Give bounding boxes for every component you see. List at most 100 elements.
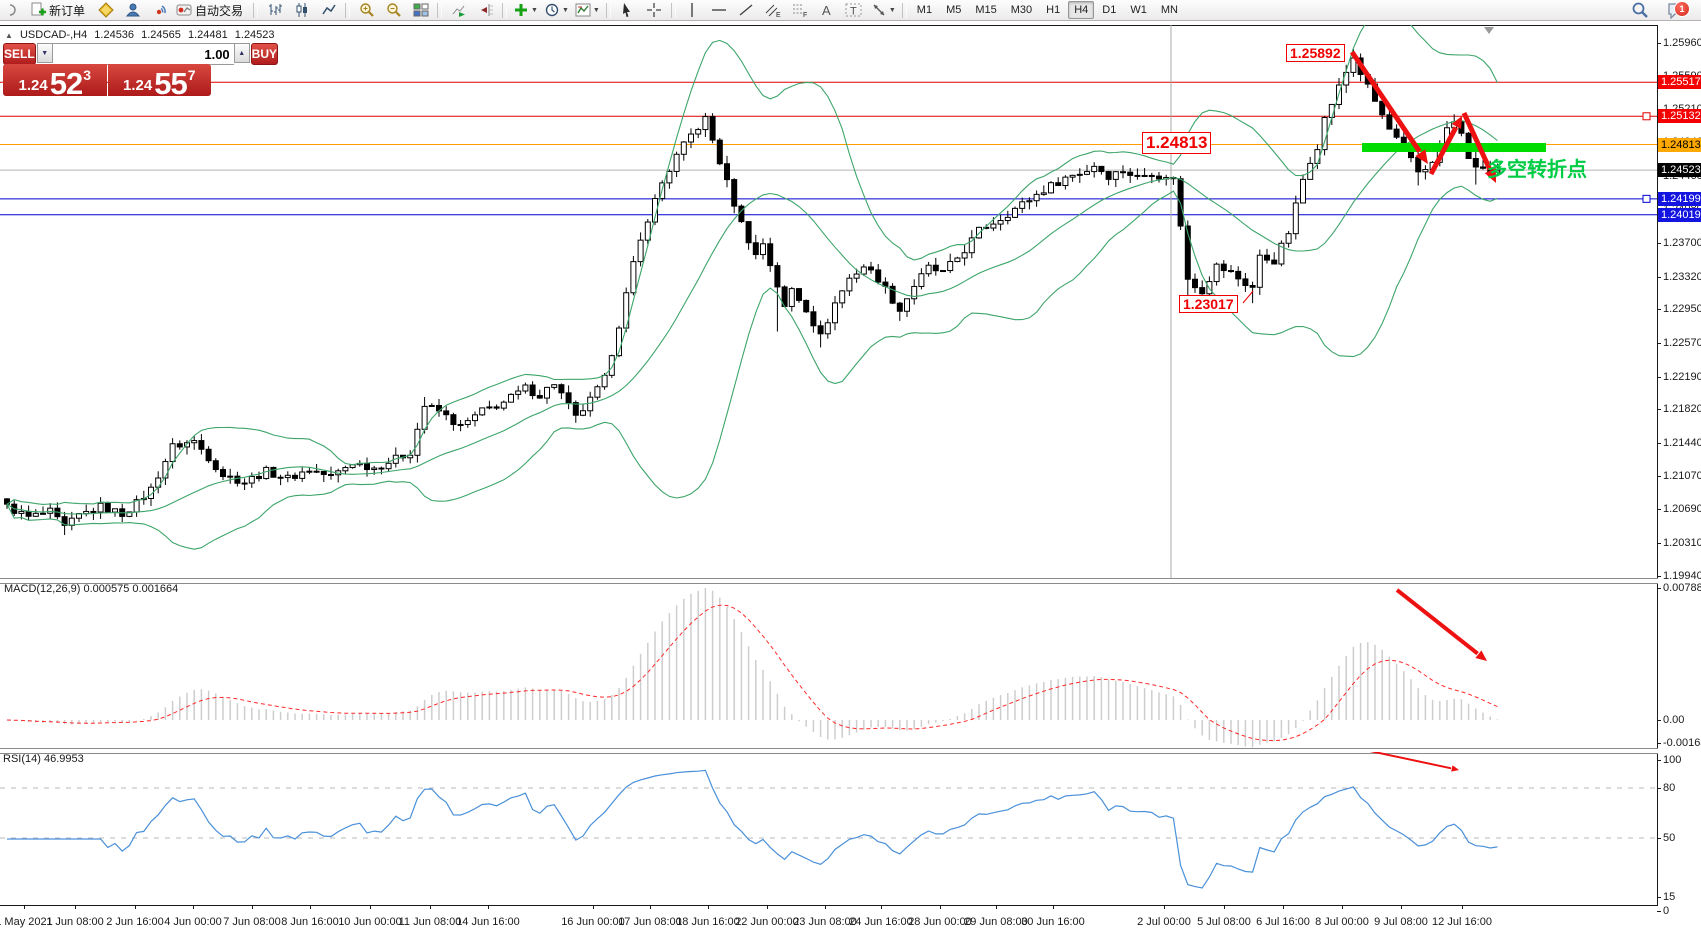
buy-price[interactable]: 1.24 55 7: [107, 64, 211, 99]
zoom-in-button[interactable]: [353, 0, 380, 20]
symbol-name: USDCAD-,H4: [19, 29, 88, 41]
macd-tick-label: -0.001638: [1663, 737, 1701, 749]
crosshair-button[interactable]: [641, 0, 668, 20]
chart-shift-marker: [1484, 27, 1494, 34]
price-tick-label: 1.23320: [1663, 270, 1701, 283]
rsi-tick-label: 0: [1663, 905, 1670, 917]
candlestick-chart-button[interactable]: [288, 0, 315, 20]
volume-input[interactable]: [52, 43, 234, 65]
time-tick-mark: [135, 905, 136, 909]
rsi-pane[interactable]: [0, 752, 1657, 905]
price-chart-pane[interactable]: [0, 25, 1657, 578]
volume-decrease-button[interactable]: ▼: [36, 43, 53, 63]
sell-button[interactable]: SELL: [3, 43, 36, 65]
chinese-annotation[interactable]: 多空转折点: [1487, 159, 1587, 181]
signals-button[interactable]: [146, 0, 173, 20]
svg-text:T: T: [850, 6, 857, 18]
rsi-tick-mark: [1657, 897, 1661, 898]
price-annotation[interactable]: 1.24813: [1142, 132, 1212, 154]
timeframe-h1[interactable]: H1: [1046, 4, 1061, 16]
toolbar-separator: [345, 2, 351, 18]
sell-price-sup: 3: [83, 67, 91, 83]
zoom-out-button[interactable]: [380, 0, 407, 20]
trendline-button[interactable]: [733, 0, 760, 20]
time-axis[interactable]: [0, 905, 1658, 948]
price-annotation[interactable]: 1.23017: [1179, 295, 1238, 313]
toolbar-right-icons: 1: [1626, 0, 1693, 20]
sell-price[interactable]: 1.24 52 3: [3, 64, 107, 99]
ohlc-open: 1.24536: [94, 29, 135, 41]
rsi-label: RSI(14) 46.9953: [3, 753, 84, 765]
chart-shift-button[interactable]: [472, 0, 499, 20]
periods-button[interactable]: ▼: [541, 0, 572, 20]
rsi-tick-label: 100: [1663, 754, 1682, 766]
rsi-line: [7, 769, 1498, 889]
buy-button[interactable]: BUY: [250, 43, 279, 65]
timeframe-m5[interactable]: M5: [946, 4, 962, 16]
pane-divider[interactable]: [0, 578, 1658, 584]
autotrading-button[interactable]: 自动交易: [173, 0, 250, 20]
time-tick-mark: [24, 905, 25, 909]
text-icon: A: [822, 3, 831, 18]
timeframe-mn[interactable]: MN: [1160, 4, 1178, 16]
arrows-button[interactable]: ▼: [868, 0, 899, 20]
time-tick-mark: [1462, 905, 1463, 909]
price-tick-label: 1.22570: [1663, 337, 1701, 349]
trend-arrow: [1369, 752, 1452, 770]
tile-windows-button[interactable]: [407, 0, 434, 20]
price-tick-label: 1.22950: [1663, 303, 1701, 316]
candlestick-chart-icon: [296, 3, 307, 17]
autotrading-icon: [176, 4, 192, 16]
toolbar-separator: [502, 2, 508, 18]
time-tick-label: 10 Jun 00:00: [338, 916, 402, 928]
bar-chart-button[interactable]: [261, 0, 288, 20]
auto-scroll-button[interactable]: [445, 0, 472, 20]
macd-tick-label: 0.00: [1663, 714, 1685, 726]
time-tick-label: 5 Jul 08:00: [1197, 916, 1251, 928]
text-label-button[interactable]: T: [841, 0, 868, 20]
horizontal-line-button[interactable]: [706, 0, 733, 20]
market-button[interactable]: [92, 0, 119, 20]
price-annotation[interactable]: 1.25892: [1286, 44, 1345, 62]
time-tick-label: 12 Jul 16:00: [1432, 916, 1492, 928]
price-tick-label: 1.21820: [1663, 403, 1701, 416]
time-tick-mark: [430, 905, 431, 909]
indicators-button[interactable]: ▼: [510, 0, 541, 20]
pane-divider[interactable]: [0, 748, 1658, 754]
new-order-button[interactable]: 新订单: [27, 0, 92, 20]
notifications-button[interactable]: 1: [1661, 0, 1693, 20]
templates-button[interactable]: ▼: [572, 0, 603, 20]
price-tick-label: 1.21440: [1663, 437, 1701, 449]
macd-label: MACD(12,26,9) 0.000575 0.001664: [4, 583, 179, 595]
time-tick-label: 1 Jun 08:00: [46, 916, 104, 928]
collapse-triangle-icon[interactable]: ▲: [5, 31, 13, 40]
text-button[interactable]: A: [814, 0, 841, 20]
timeframe-m15[interactable]: M15: [975, 4, 997, 16]
timeframe-w1[interactable]: W1: [1130, 4, 1147, 16]
timeframe-h4[interactable]: H4: [1068, 1, 1095, 19]
cursor-button[interactable]: [614, 0, 641, 20]
volume-increase-button[interactable]: ▲: [233, 43, 250, 63]
svg-text:F: F: [803, 12, 807, 18]
vertical-line-button[interactable]: [679, 0, 706, 20]
clipped-edge-icon: [0, 0, 27, 20]
price-tick-mark: [1657, 443, 1661, 444]
fibonacci-button[interactable]: F: [787, 0, 814, 20]
price-tick-label: 1.23700: [1663, 237, 1701, 249]
timeframe-d1[interactable]: D1: [1102, 4, 1117, 16]
community-button[interactable]: [119, 0, 146, 20]
time-tick-mark: [310, 905, 311, 909]
notification-badge: 1: [1674, 1, 1690, 17]
timeframe-m1[interactable]: M1: [916, 4, 933, 16]
signals-icon: [156, 5, 166, 15]
macd-pane[interactable]: [0, 582, 1657, 748]
search-button[interactable]: [1626, 0, 1653, 20]
price-tick-label: 1.21070: [1663, 469, 1701, 482]
line-chart-button[interactable]: [315, 0, 342, 20]
new-order-label: 新订单: [49, 3, 86, 18]
tile-windows-icon: [413, 3, 429, 17]
line-chart-icon: [321, 4, 336, 15]
timeframe-m30[interactable]: M30: [1010, 4, 1033, 16]
equidistant-channel-button[interactable]: E: [760, 0, 787, 20]
